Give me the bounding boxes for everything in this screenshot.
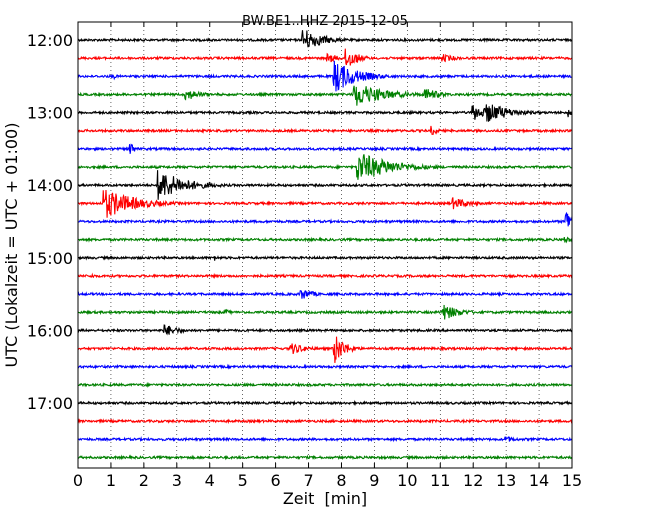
- trace-1315: [77, 125, 573, 135]
- x-tick-label: 1: [106, 471, 116, 490]
- x-tick-label: 6: [271, 471, 281, 490]
- trace-1415: [77, 189, 573, 218]
- x-tick-label: 12: [463, 471, 483, 490]
- trace-1715: [77, 418, 573, 425]
- trace-1430: [77, 211, 573, 227]
- x-tick-label: 2: [139, 471, 149, 490]
- x-tick-label: 9: [369, 471, 379, 490]
- trace-1515: [77, 272, 573, 280]
- y-tick-label: 15:00: [27, 249, 73, 268]
- y-tick-label: 14:00: [27, 176, 73, 195]
- trace-1545: [77, 304, 573, 320]
- x-tick-label: 10: [397, 471, 417, 490]
- trace-1615: [77, 336, 573, 363]
- trace-1745: [77, 454, 573, 461]
- x-tick-label: 15: [562, 471, 582, 490]
- x-tick-label: 13: [496, 471, 516, 490]
- trace-1245: [77, 85, 573, 106]
- trace-1345: [77, 154, 573, 180]
- x-tick-label: 4: [205, 471, 215, 490]
- trace-1330: [77, 143, 573, 154]
- trace-1630: [77, 363, 573, 370]
- x-axis-ticks: 0 1 2 3 4 5 6 7 8 9 10 11 12 13 14 15: [73, 22, 582, 490]
- y-tick-label: 12:00: [27, 31, 73, 50]
- y-axis-label: UTC (Lokalzeit = UTC + 01:00): [2, 123, 21, 368]
- y-tick-label: 17:00: [27, 394, 73, 413]
- x-tick-label: 11: [430, 471, 450, 490]
- trace-1230: [77, 60, 573, 92]
- trace-1500: [77, 254, 573, 261]
- x-tick-label: 8: [336, 471, 346, 490]
- y-tick-label: 16:00: [27, 321, 73, 340]
- x-tick-label: 14: [529, 471, 549, 490]
- trace-1645: [77, 381, 573, 388]
- y-tick-label: 13:00: [27, 104, 73, 123]
- plot-frame: [77, 21, 573, 469]
- trace-1400: [77, 170, 573, 200]
- x-tick-label: 7: [303, 471, 313, 490]
- seismogram-traces: [77, 30, 573, 461]
- x-tick-label: 3: [172, 471, 182, 490]
- trace-1215: [77, 48, 573, 66]
- trace-1700: [77, 399, 573, 407]
- y-axis-ticks: 12:00 13:00 14:00 15:00 16:00 17:00: [27, 31, 572, 413]
- trace-1530: [77, 290, 573, 299]
- x-tick-label: 0: [73, 471, 83, 490]
- trace-1300: [77, 104, 573, 122]
- x-axis-label: Zeit [min]: [283, 489, 367, 508]
- trace-1445: [77, 236, 573, 244]
- trace-1730: [77, 436, 573, 443]
- trace-1200: [77, 30, 573, 48]
- x-tick-label: 5: [238, 471, 248, 490]
- trace-1600: [77, 324, 573, 336]
